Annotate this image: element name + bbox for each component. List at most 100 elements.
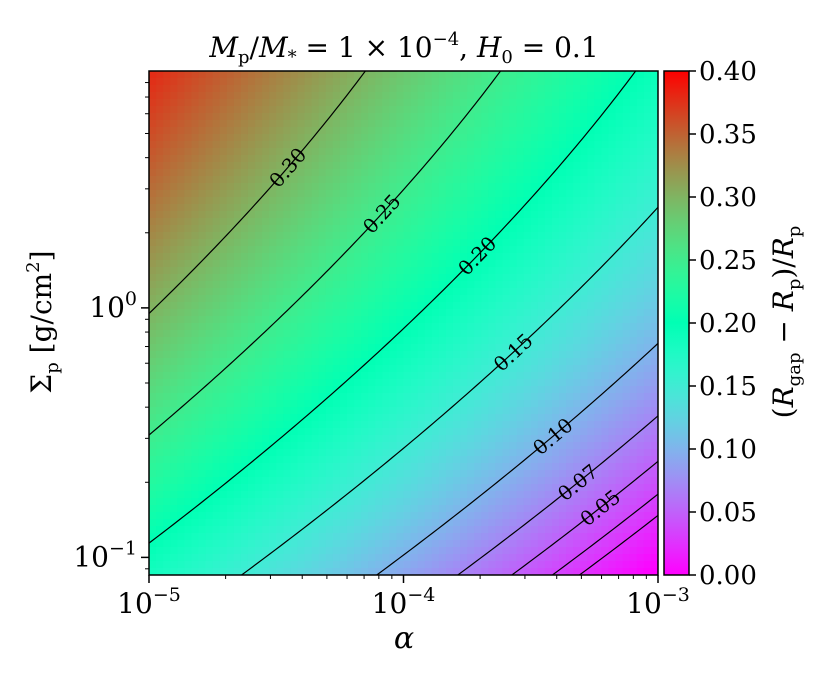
- heatmap-cell: [615, 484, 624, 492]
- heatmap-cell: [375, 204, 383, 212]
- heatmap-cell: [156, 106, 164, 114]
- heatmap-cell: [601, 386, 610, 394]
- heatmap-cell: [601, 365, 610, 373]
- heatmap-cell: [615, 421, 624, 429]
- heatmap-cell: [233, 456, 242, 464]
- heatmap-cell: [594, 414, 603, 422]
- heatmap-cell: [177, 239, 185, 247]
- heatmap-cell: [325, 134, 334, 142]
- heatmap-cell: [262, 169, 270, 177]
- heatmap-cell: [240, 484, 249, 492]
- heatmap-cell: [594, 337, 603, 345]
- heatmap-cell: [629, 323, 638, 331]
- heatmap-cell: [226, 92, 235, 100]
- heatmap-cell: [276, 85, 284, 93]
- heatmap-cell: [431, 190, 440, 198]
- heatmap-cell: [587, 533, 595, 541]
- heatmap-cell: [255, 134, 263, 142]
- heatmap-cell: [573, 330, 581, 338]
- heatmap-cell: [276, 365, 284, 373]
- heatmap-cell: [247, 78, 256, 86]
- heatmap-cell: [276, 533, 284, 541]
- heatmap-cell: [247, 407, 256, 415]
- heatmap-cell: [170, 414, 178, 422]
- heatmap-cell: [481, 442, 489, 450]
- heatmap-cell: [438, 78, 447, 86]
- heatmap-cell: [255, 232, 263, 240]
- heatmap-cell: [481, 414, 489, 422]
- heatmap-cell: [417, 372, 426, 380]
- heatmap-cell: [502, 190, 511, 198]
- heatmap-cell: [417, 162, 426, 170]
- heatmap-cell: [431, 554, 440, 562]
- heatmap-cell: [191, 288, 200, 296]
- heatmap-cell: [339, 106, 348, 114]
- heatmap-cell: [177, 267, 185, 275]
- heatmap-cell: [269, 176, 277, 184]
- heatmap-cell: [170, 204, 178, 212]
- heatmap-cell: [452, 71, 461, 79]
- heatmap-cell: [226, 267, 235, 275]
- heatmap-cell: [346, 281, 355, 289]
- heatmap-cell: [240, 505, 249, 513]
- heatmap-cell: [318, 162, 327, 170]
- heatmap-cell: [156, 526, 164, 534]
- heatmap-cell: [403, 176, 412, 184]
- heatmap-cell: [573, 561, 581, 569]
- heatmap-cell: [460, 169, 468, 177]
- heatmap-cell: [396, 414, 405, 422]
- heatmap-cell: [382, 386, 390, 394]
- heatmap-cell: [255, 71, 263, 79]
- heatmap-cell: [403, 85, 412, 93]
- heatmap-cell: [474, 218, 482, 226]
- heatmap-cell: [608, 316, 617, 324]
- heatmap-cell: [509, 568, 518, 575]
- heatmap-cell: [276, 232, 284, 240]
- heatmap-cell: [240, 211, 249, 219]
- heatmap-cell: [452, 169, 461, 177]
- heatmap-cell: [297, 246, 306, 254]
- heatmap-cell: [219, 365, 228, 373]
- heatmap-cell: [304, 232, 313, 240]
- heatmap-cell: [262, 239, 270, 247]
- heatmap-cell: [276, 519, 284, 527]
- heatmap-cell: [523, 127, 532, 135]
- heatmap-cell: [375, 267, 383, 275]
- heatmap-cell: [502, 435, 511, 443]
- heatmap-cell: [191, 435, 200, 443]
- heatmap-cell: [431, 491, 440, 499]
- heatmap-cell: [566, 78, 574, 86]
- heatmap-cell: [417, 351, 426, 359]
- heatmap-cell: [544, 302, 553, 310]
- heatmap-cell: [495, 442, 504, 450]
- heatmap-cell: [311, 134, 320, 142]
- heatmap-cell: [460, 127, 468, 135]
- heatmap-cell: [219, 421, 228, 429]
- heatmap-cell: [276, 400, 284, 408]
- heatmap-cell: [580, 106, 588, 114]
- heatmap-cell: [177, 561, 185, 569]
- heatmap-cell: [537, 351, 546, 359]
- heatmap-cell: [311, 85, 320, 93]
- heatmap-cell: [304, 295, 313, 303]
- heatmap-cell: [247, 358, 256, 366]
- heatmap-cell: [297, 400, 306, 408]
- heatmap-cell: [438, 197, 447, 205]
- heatmap-cell: [191, 540, 200, 548]
- heatmap-cell: [594, 302, 603, 310]
- heatmap-cell: [255, 288, 263, 296]
- heatmap-cell: [149, 484, 157, 492]
- heatmap-cell: [149, 498, 157, 506]
- heatmap-cell: [403, 484, 412, 492]
- heatmap-cell: [530, 512, 539, 520]
- heatmap-cell: [226, 540, 235, 548]
- heatmap-cell: [311, 393, 320, 401]
- heatmap-cell: [530, 351, 539, 359]
- heatmap-cell: [438, 260, 447, 268]
- heatmap-cell: [389, 85, 398, 93]
- heatmap-cell: [240, 316, 249, 324]
- heatmap-cell: [566, 148, 574, 156]
- heatmap-cell: [332, 148, 341, 156]
- heatmap-cell: [601, 400, 610, 408]
- heatmap-cell: [368, 379, 376, 387]
